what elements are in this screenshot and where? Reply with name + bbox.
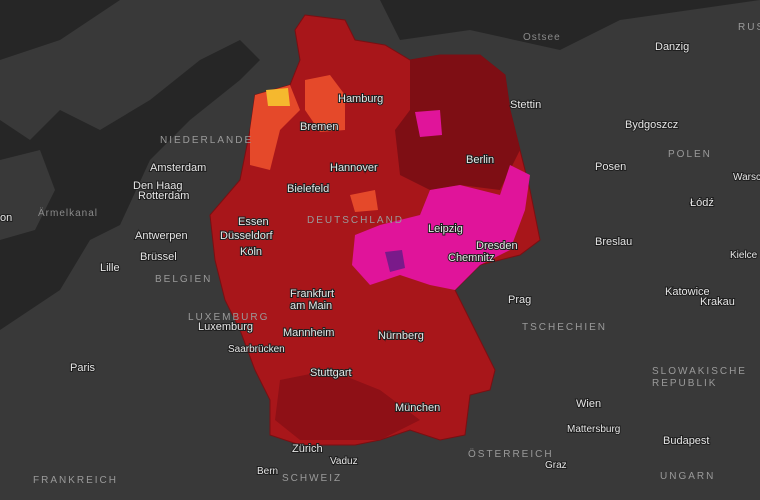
- city-label: Kielce: [730, 250, 758, 261]
- water-label: Ärmelkanal: [38, 207, 98, 219]
- country-label: RUS: [738, 22, 760, 33]
- city-label: Antwerpen: [135, 230, 188, 242]
- country-label: SCHWEIZ: [282, 473, 342, 484]
- city-label: Breslau: [595, 236, 632, 248]
- region-bremen: [305, 75, 345, 132]
- city-label: Stuttgart: [310, 367, 352, 379]
- city-label: Rotterdam: [138, 190, 189, 202]
- city-label: Stettin: [510, 99, 541, 111]
- city-label: Hamburg: [338, 93, 383, 105]
- city-label: Düsseldorf: [220, 230, 274, 242]
- labels: Ostsee Ärmelkanal NIEDERLANDE DEUTSCHLAND PO…: [0, 22, 760, 486]
- country-label: FRANKREICH: [33, 475, 118, 486]
- city-label: Brüssel: [140, 251, 177, 263]
- region-peak: [385, 250, 405, 272]
- country-label: ÖSTERREICH: [468, 448, 554, 460]
- city-label: Danzig: [655, 41, 689, 53]
- region-northeast: [395, 55, 520, 190]
- city-label: Vaduz: [330, 456, 358, 467]
- city-label: Wien: [576, 398, 601, 410]
- label-line: SLOWAKISCHE: [652, 366, 747, 377]
- region-hotspot-north: [415, 110, 442, 137]
- region-yellow: [266, 88, 290, 106]
- city-label: Berlin: [466, 154, 494, 166]
- land-england: [0, 150, 55, 240]
- city-label: Amsterdam: [150, 162, 206, 174]
- city-label: Prag: [508, 294, 531, 306]
- city-label: Frankfurt am Main: [290, 288, 334, 312]
- city-label: Bydgoszcz: [625, 119, 678, 131]
- city-label: Warsc: [733, 172, 760, 183]
- city-label: Den Haag: [133, 180, 183, 192]
- country-label: TSCHECHIEN: [522, 322, 607, 333]
- city-label: Dresden: [476, 240, 518, 252]
- city-label: Köln: [240, 246, 262, 258]
- city-label: Łódź: [690, 197, 714, 209]
- water-label: Ostsee: [523, 32, 561, 43]
- region-south: [275, 370, 420, 440]
- city-label: on: [0, 212, 12, 224]
- city-label: Luxemburg: [198, 321, 253, 333]
- label-line: am Main: [290, 300, 332, 312]
- city-label: Graz: [545, 460, 567, 471]
- city-label: Budapest: [663, 435, 709, 447]
- city-label: Mattersburg: [567, 424, 620, 435]
- country-label: NIEDERLANDE: [160, 135, 253, 146]
- city-label: Mannheim: [283, 327, 334, 339]
- city-label: Lille: [100, 262, 120, 274]
- region-northwest: [250, 85, 300, 170]
- city-label: Chemnitz: [448, 252, 494, 264]
- city-label: Saarbrücken: [228, 344, 285, 355]
- label-line: Frankfurt: [290, 288, 334, 300]
- city-label: Paris: [70, 362, 96, 374]
- city-label: Krakau: [700, 296, 735, 308]
- city-label: Zürich: [292, 443, 323, 455]
- region-west-orange: [350, 190, 378, 212]
- city-label: Posen: [595, 161, 626, 173]
- country-label: BELGIEN: [155, 274, 212, 285]
- country-label: DEUTSCHLAND: [307, 215, 404, 226]
- city-label: Nürnberg: [378, 330, 424, 342]
- country-label: POLEN: [668, 149, 712, 160]
- city-label: Katowice: [665, 286, 710, 298]
- label-line: REPUBLIK: [652, 378, 717, 389]
- city-label: Bremen: [300, 121, 339, 133]
- country-label: UNGARN: [660, 471, 715, 482]
- city-label: Hannover: [330, 162, 378, 174]
- country-label: SLOWAKISCHE REPUBLIK: [652, 366, 747, 389]
- city-label: München: [395, 402, 440, 414]
- city-label: Bern: [257, 466, 278, 477]
- city-label: Bielefeld: [287, 183, 329, 195]
- country-label: LUXEMBURG: [188, 312, 269, 323]
- city-label: Leipzig: [428, 223, 463, 235]
- city-label: Essen: [238, 216, 269, 228]
